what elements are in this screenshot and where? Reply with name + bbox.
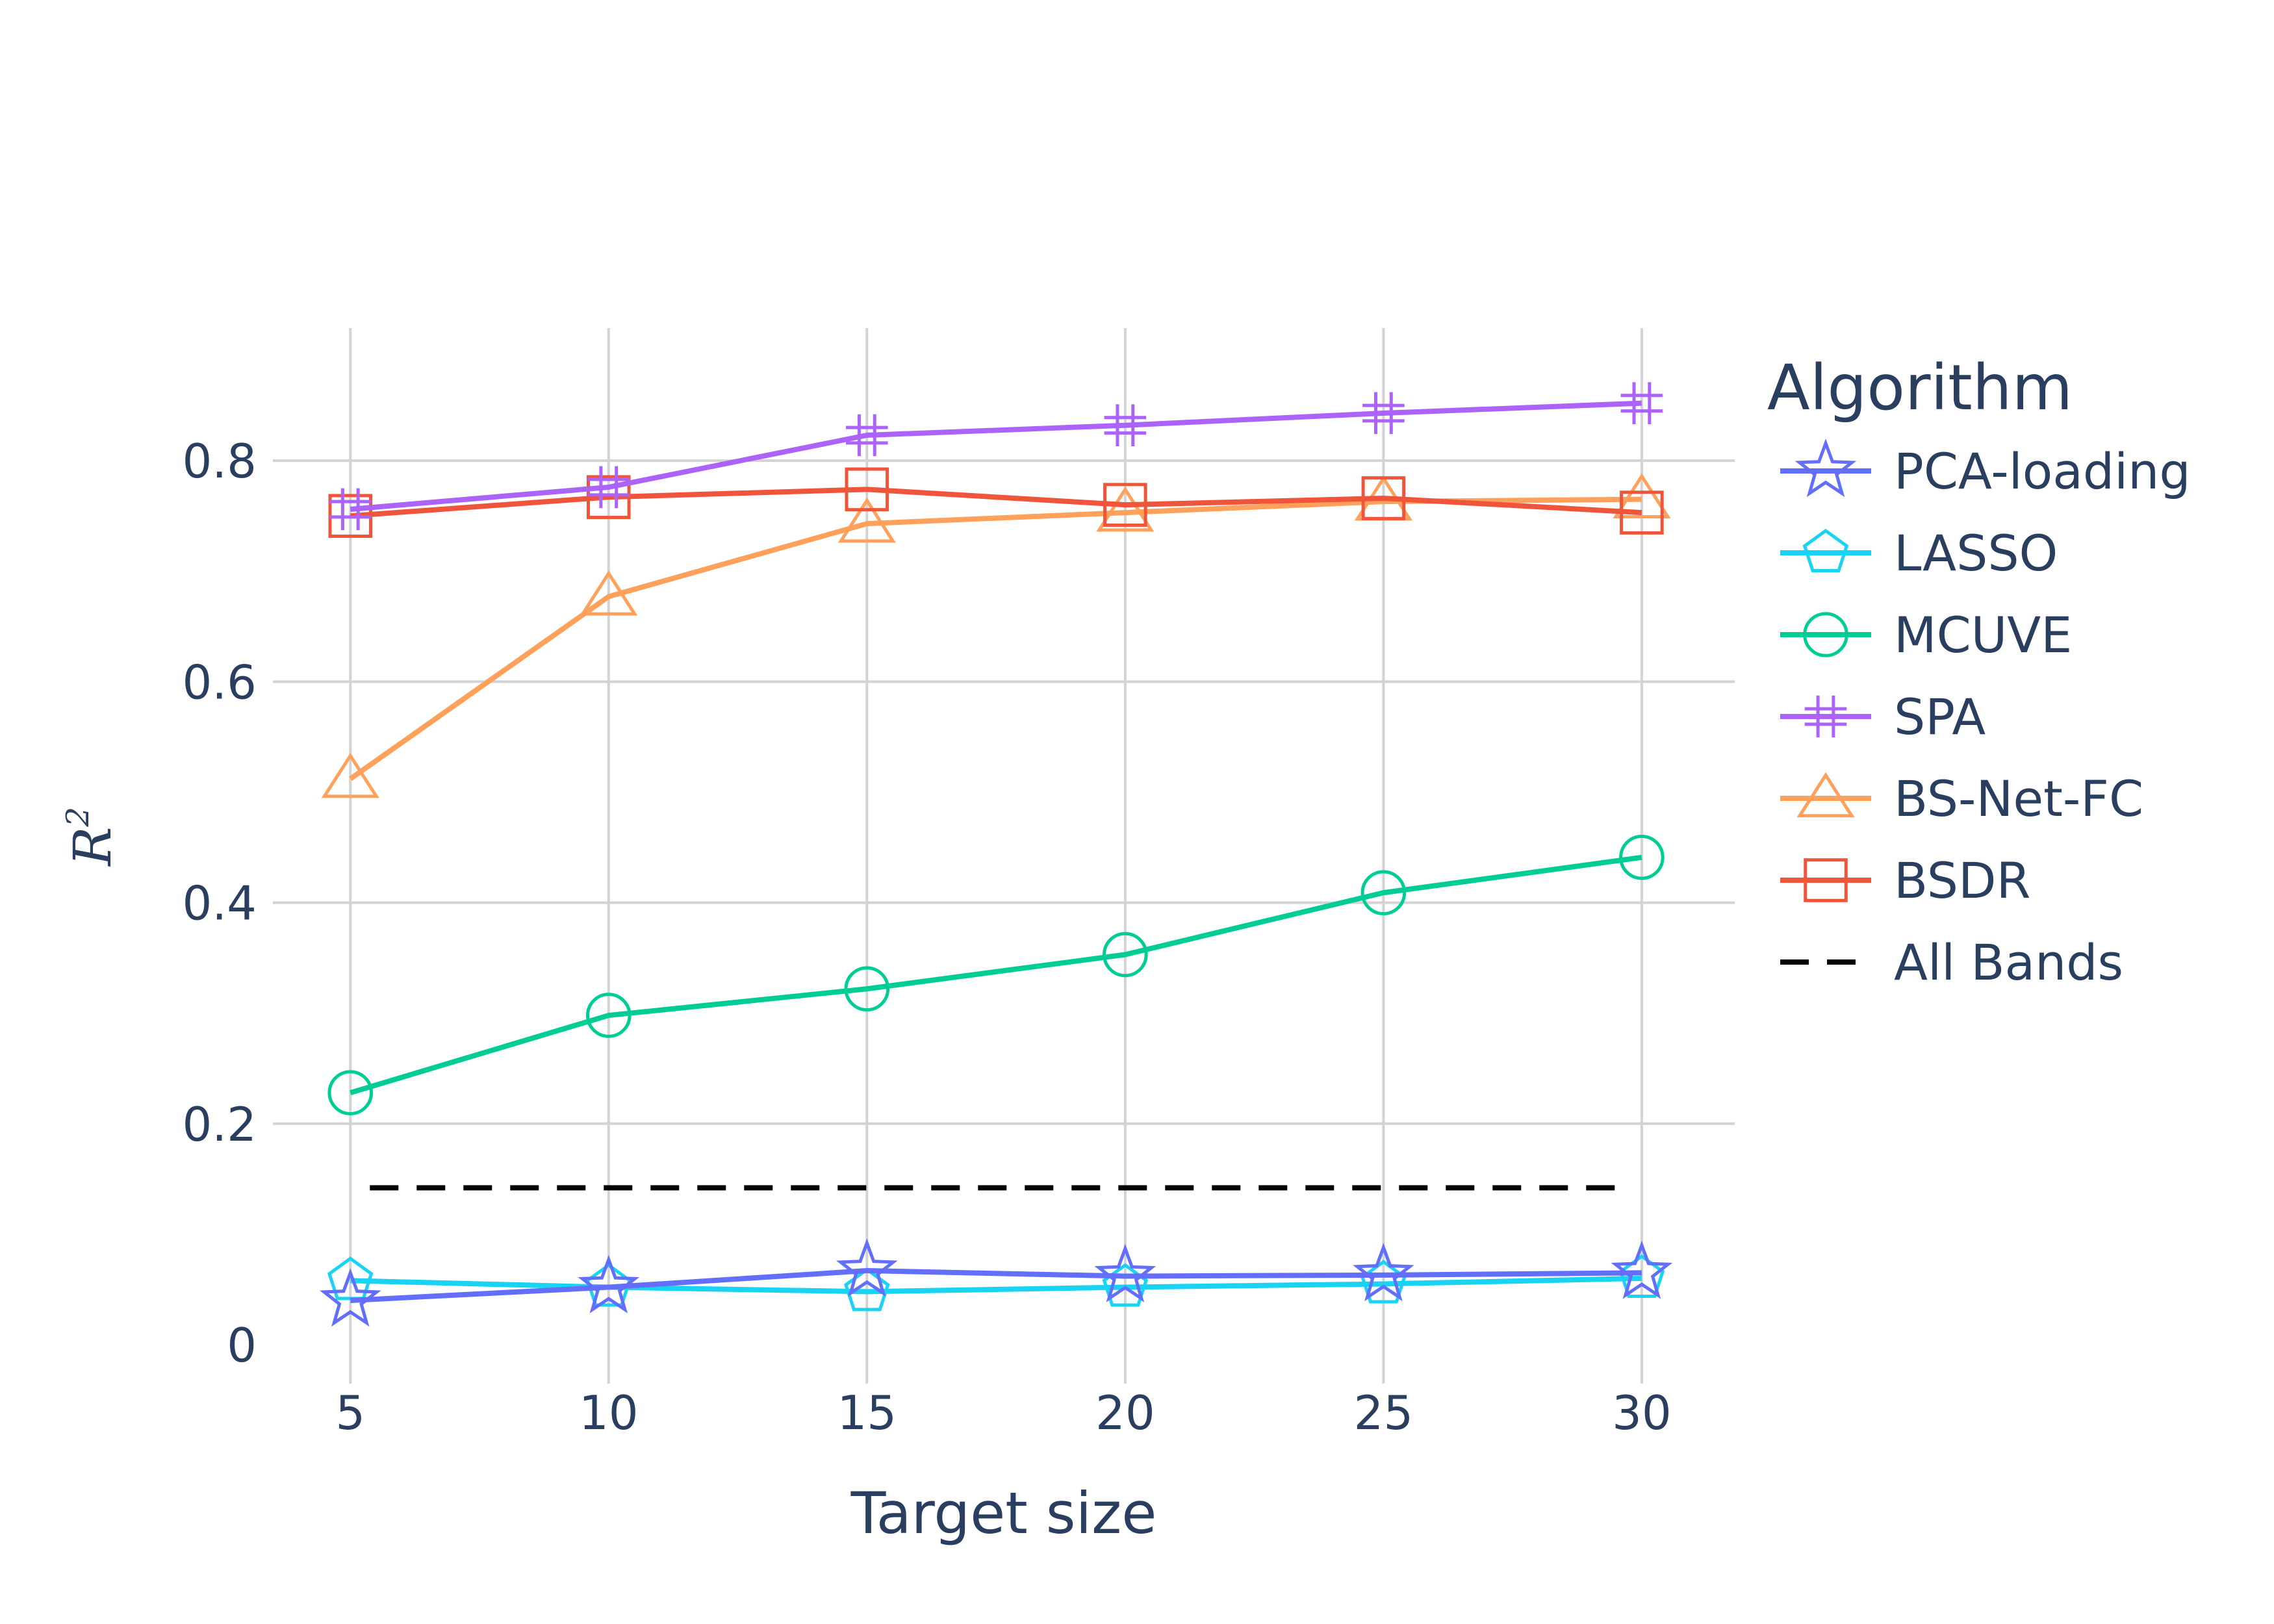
data-point xyxy=(580,570,638,616)
legend-item: MCUVE xyxy=(1780,606,2072,664)
series-lasso xyxy=(327,1254,1665,1312)
data-point xyxy=(1613,473,1671,518)
data-point xyxy=(1094,1243,1156,1302)
data-point xyxy=(836,1238,898,1297)
legend-marker xyxy=(1804,858,1848,902)
x-tick-label: 15 xyxy=(837,1386,897,1440)
y-axis-tick-labels: 0 0.2 0.4 0.6 0.8 xyxy=(182,434,257,1373)
legend-label: SPA xyxy=(1894,688,1986,746)
data-point xyxy=(1096,486,1155,532)
legend-label: MCUVE xyxy=(1894,606,2072,664)
x-tick-label: 25 xyxy=(1354,1386,1414,1440)
x-tick-label: 30 xyxy=(1612,1386,1672,1440)
legend-item: LASSO xyxy=(1780,524,2058,582)
y-tick-label: 0.2 xyxy=(182,1097,257,1152)
series-layer xyxy=(319,382,1673,1327)
series-line xyxy=(350,854,1642,1095)
legend-item: All Bands xyxy=(1780,933,2123,991)
data-point xyxy=(1620,382,1663,424)
x-tick-label: 5 xyxy=(335,1386,365,1440)
legend-item: SPA xyxy=(1780,688,1986,746)
data-point xyxy=(845,467,889,512)
y-axis-title: R2 xyxy=(60,807,123,867)
legend-item: PCA-loading xyxy=(1780,438,2191,500)
y-axis-title-base: R xyxy=(62,827,123,867)
series-line xyxy=(350,400,1642,512)
grid-lines xyxy=(273,328,1735,1384)
legend-label: BSDR xyxy=(1894,852,2030,909)
legend-marker xyxy=(1796,772,1855,818)
y-axis-title-superscript: 2 xyxy=(60,807,96,828)
data-point xyxy=(1618,1254,1665,1298)
series-line xyxy=(350,487,1642,519)
legend-marker xyxy=(1802,528,1849,573)
y-tick-label: 0.6 xyxy=(182,655,257,709)
data-point xyxy=(1361,476,1406,520)
legend-marker xyxy=(1803,612,1848,657)
x-axis-title: Target size xyxy=(850,1480,1157,1547)
series-line xyxy=(350,1275,1642,1295)
legend-item: BSDR xyxy=(1780,852,2030,909)
data-point xyxy=(587,466,630,509)
data-point xyxy=(319,1268,381,1327)
data-point xyxy=(329,488,372,531)
data-point xyxy=(1619,835,1665,880)
series-pca-loading xyxy=(319,1238,1673,1327)
y-tick-label: 0.4 xyxy=(182,876,257,931)
data-point xyxy=(1611,1240,1673,1299)
legend-title: Algorithm xyxy=(1767,351,2073,424)
data-point xyxy=(846,414,888,457)
series-spa xyxy=(329,382,1663,531)
data-point xyxy=(578,1254,640,1313)
x-tick-label: 20 xyxy=(1095,1386,1155,1440)
data-point xyxy=(321,752,379,798)
data-point xyxy=(1620,490,1664,535)
data-point xyxy=(1353,1243,1414,1302)
data-point xyxy=(844,1267,890,1312)
legend: Algorithm PCA-loading LASSO MCUVE SPA BS-Net… xyxy=(1767,351,2191,991)
data-point xyxy=(585,993,632,1038)
series-line xyxy=(348,496,1642,781)
data-point xyxy=(1362,392,1405,435)
legend-label: BS-Net-FC xyxy=(1894,770,2143,828)
series-mcuve xyxy=(327,835,1665,1115)
series-line xyxy=(350,1268,1642,1303)
data-point xyxy=(1104,404,1147,446)
data-point xyxy=(1361,870,1407,916)
x-tick-label: 10 xyxy=(579,1386,639,1440)
x-axis-tick-labels: 5 10 15 20 25 30 xyxy=(335,1386,1671,1440)
legend-marker xyxy=(1804,695,1847,738)
legend-label: LASSO xyxy=(1894,524,2058,582)
data-point xyxy=(1103,483,1147,527)
legend-item: BS-Net-FC xyxy=(1780,770,2143,828)
series-bsdr xyxy=(328,467,1664,538)
y-tick-label: 0.8 xyxy=(182,434,257,488)
legend-marker xyxy=(1795,438,1857,498)
data-point xyxy=(327,1070,374,1115)
legend-label: PCA-loading xyxy=(1894,442,2191,500)
data-point xyxy=(837,497,896,543)
y-tick-label: 0 xyxy=(227,1318,257,1373)
data-point xyxy=(587,475,631,520)
data-point xyxy=(1103,932,1148,978)
series-bs-net-fc xyxy=(321,473,1671,798)
legend-label: All Bands xyxy=(1894,933,2123,991)
data-point xyxy=(844,966,890,1012)
